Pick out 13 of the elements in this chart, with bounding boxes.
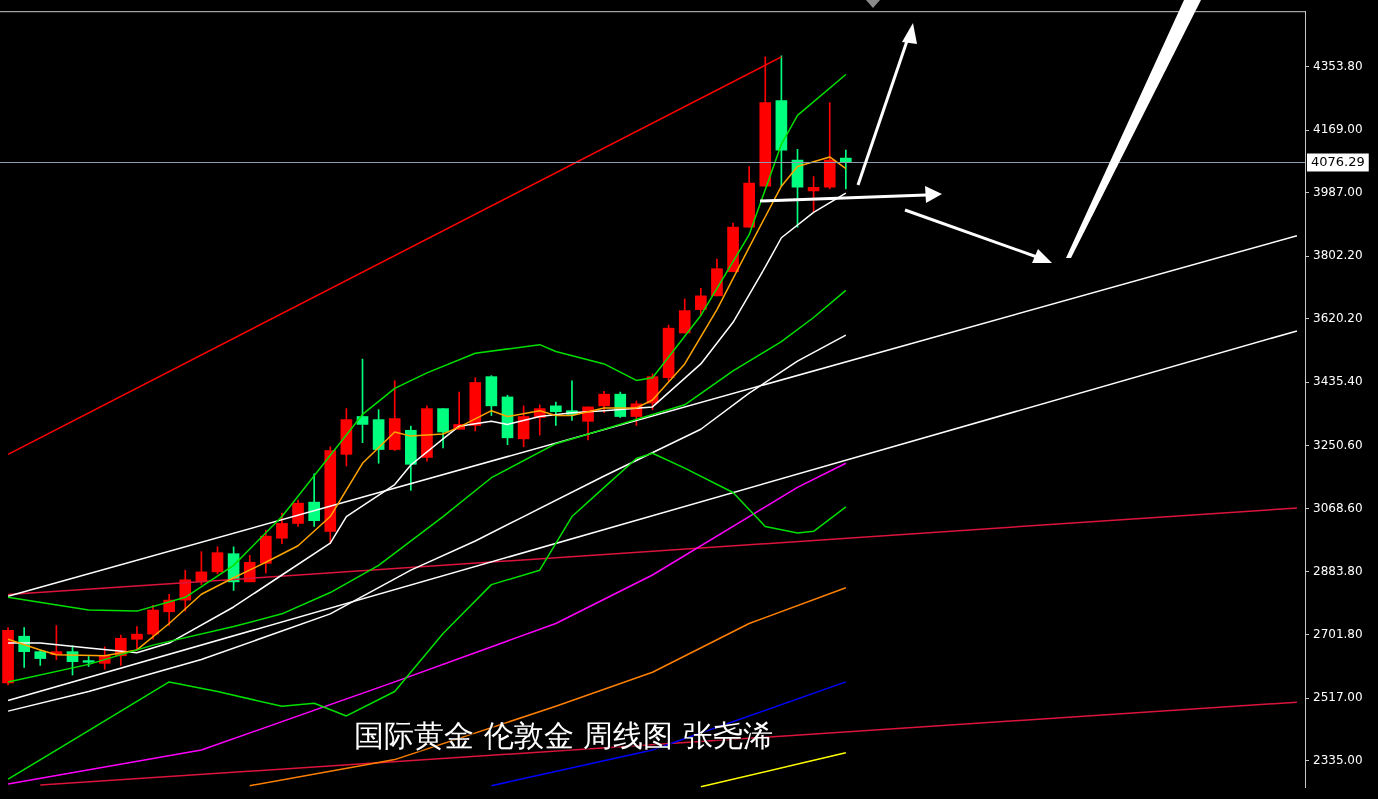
y-tick-label: 3620.20 — [1313, 310, 1363, 325]
y-tick-label: 4169.00 — [1313, 122, 1363, 137]
y-tick-label: 3250.60 — [1313, 438, 1363, 452]
y-tick-label: 2883.80 — [1313, 564, 1363, 579]
y-tick-label: 2701.80 — [1313, 626, 1363, 641]
y-tick-label: 3987.00 — [1313, 184, 1363, 199]
y-tick-label: 2335.00 — [1313, 752, 1363, 767]
y-tick-label: 3802.20 — [1313, 248, 1363, 263]
y-tick-label: 3068.60 — [1313, 500, 1363, 515]
y-tick-label: 4353.80 — [1313, 58, 1363, 73]
ref-line-label: 4076.29 — [1311, 153, 1365, 169]
y-tick-label: 2517.00 — [1313, 690, 1363, 705]
y-tick-label: 3435.40 — [1313, 374, 1363, 389]
